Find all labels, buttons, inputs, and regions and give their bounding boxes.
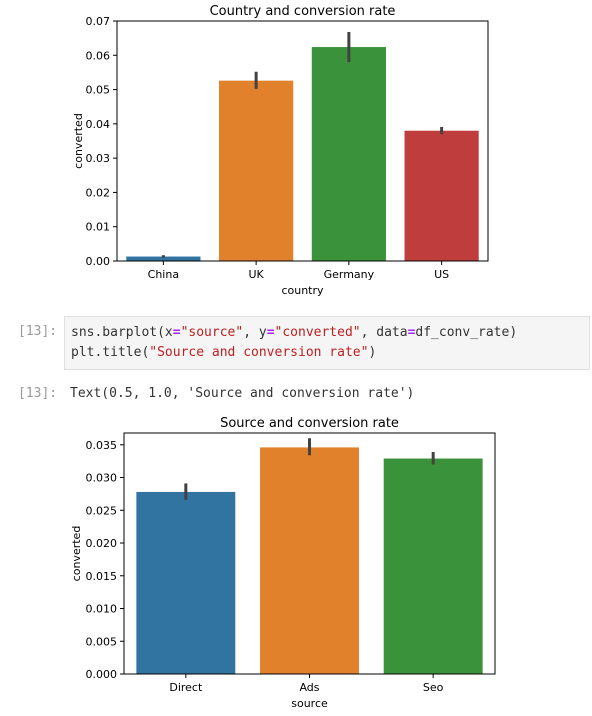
x-tick-label: US bbox=[434, 268, 449, 281]
bar bbox=[311, 47, 386, 261]
y-tick-label: 0.030 bbox=[86, 472, 118, 485]
y-tick-label: 0.02 bbox=[86, 186, 111, 199]
output-text: Text(0.5, 1.0, 'Source and conversion ra… bbox=[70, 386, 415, 401]
y-tick-label: 0.020 bbox=[86, 537, 118, 550]
code-token: "converted" bbox=[274, 325, 361, 340]
code-token: df_conv_rate) bbox=[415, 325, 518, 340]
x-axis-label: country bbox=[281, 284, 324, 297]
y-tick-label: 0.035 bbox=[86, 439, 118, 452]
chart-title: Source and conversion rate bbox=[220, 416, 399, 431]
x-tick-label: Seo bbox=[423, 681, 444, 694]
code-token: "Source and conversion rate" bbox=[149, 345, 369, 360]
bar bbox=[260, 447, 359, 674]
code-token: = bbox=[266, 325, 275, 340]
plot-frame bbox=[116, 20, 489, 262]
code-cell[interactable]: sns.barplot(x="source", y="converted", d… bbox=[64, 316, 590, 370]
y-tick-label: 0.010 bbox=[86, 603, 118, 616]
bar bbox=[404, 130, 479, 261]
code-line-2: plt.title("Source and conversion rate") bbox=[71, 343, 583, 363]
y-tick-label: 0.000 bbox=[86, 668, 118, 681]
bar bbox=[136, 491, 236, 674]
y-axis-label: converted bbox=[70, 526, 83, 582]
x-tick-label: Ads bbox=[299, 681, 319, 694]
y-tick-label: 0.00 bbox=[86, 255, 111, 268]
y-tick-label: 0.025 bbox=[86, 504, 118, 517]
y-tick-label: 0.07 bbox=[86, 15, 111, 28]
code-token: , data bbox=[360, 325, 408, 340]
code-token: = bbox=[407, 325, 416, 340]
y-tick-label: 0.05 bbox=[86, 84, 111, 97]
x-tick-label: China bbox=[148, 268, 179, 281]
input-prompt: [13]: bbox=[18, 324, 58, 339]
bar bbox=[126, 256, 201, 261]
code-token: sns.barplot(x bbox=[71, 325, 173, 340]
code-token: "source" bbox=[180, 325, 244, 340]
chart-title: Country and conversion rate bbox=[210, 4, 396, 19]
x-tick-label: Direct bbox=[169, 681, 203, 694]
y-tick-label: 0.04 bbox=[86, 118, 111, 131]
code-token: plt.title( bbox=[71, 345, 150, 360]
country-conversion-chart: China UK Germany US 0.00 0.01 0.02 0.03 0.04 0.05… bbox=[72, 4, 489, 297]
source-conversion-chart: Direct Ads Seo 0.000 0.005 0.010 0.015 0.020 0.0… bbox=[70, 416, 496, 710]
code-token: , y bbox=[243, 325, 267, 340]
plot-frame bbox=[123, 432, 496, 675]
y-tick-label: 0.03 bbox=[86, 152, 111, 165]
y-tick-label: 0.015 bbox=[86, 570, 118, 583]
code-token: ) bbox=[368, 345, 377, 360]
code-token: = bbox=[172, 325, 181, 340]
y-tick-label: 0.06 bbox=[86, 49, 111, 62]
y-axis-label: converted bbox=[72, 113, 85, 169]
x-tick-label: UK bbox=[248, 268, 264, 281]
output-prompt: [13]: bbox=[18, 386, 58, 401]
bar bbox=[219, 80, 294, 262]
bar bbox=[383, 458, 483, 674]
x-tick-label: Germany bbox=[324, 268, 375, 281]
y-tick-label: 0.01 bbox=[86, 221, 111, 234]
x-axis-label: source bbox=[291, 697, 328, 710]
code-line-1: sns.barplot(x="source", y="converted", d… bbox=[71, 323, 583, 343]
y-tick-label: 0.005 bbox=[86, 635, 118, 648]
